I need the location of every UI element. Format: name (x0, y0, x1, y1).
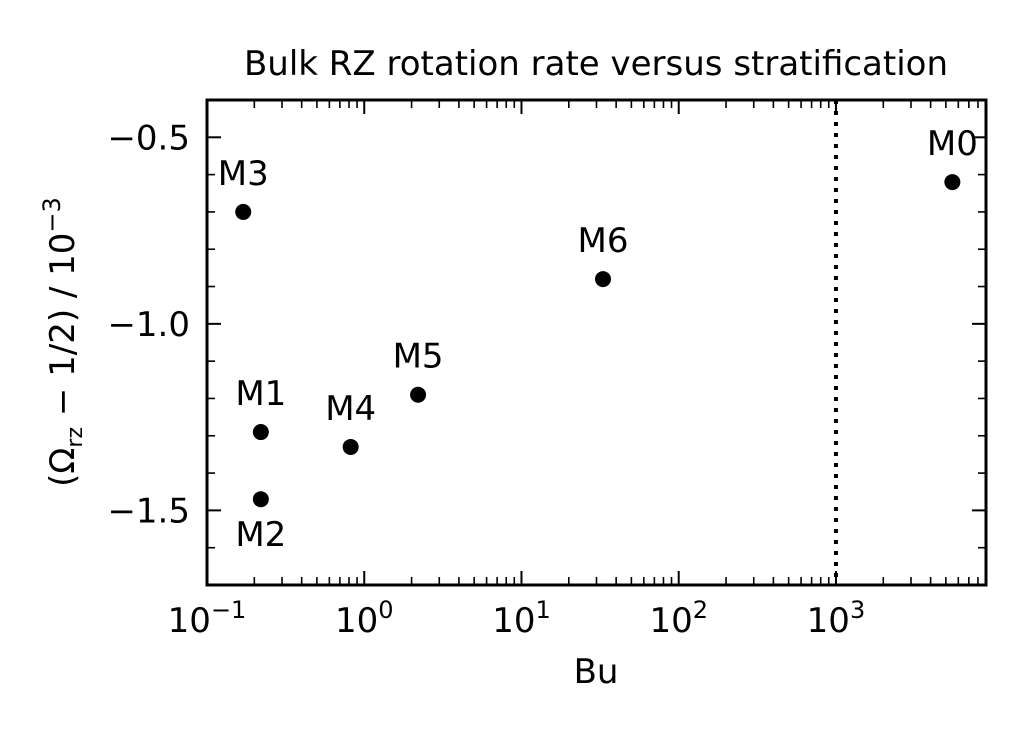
y-axis-label: (Ωrz − 1/2) / 10−3 (38, 197, 88, 487)
x-tick-label: 10−1 (168, 596, 247, 641)
data-point-m2 (252, 491, 269, 508)
y-tick-label: −1.0 (107, 305, 190, 345)
x-tick-label: 103 (807, 596, 866, 641)
point-label-m3: M3 (218, 154, 269, 194)
point-label-m2: M2 (235, 515, 286, 555)
plot-frame (205, 98, 988, 587)
y-label-superscript: −3 (38, 197, 66, 232)
data-point-m3 (235, 203, 252, 220)
x-tick-label: 100 (335, 596, 394, 641)
data-point-m1 (252, 424, 269, 441)
y-label-suffix: − 1/2) / 10 (43, 233, 83, 427)
data-point-m5 (410, 386, 427, 403)
x-tick-label: 102 (649, 596, 708, 641)
chart-title: Bulk RZ rotation rate versus stratificat… (244, 44, 948, 84)
point-label-m1: M1 (235, 374, 286, 414)
point-label-m5: M5 (393, 337, 444, 377)
data-point-m0 (944, 174, 961, 191)
data-point-m6 (595, 271, 612, 288)
data-points: M0 M1 M2 M3 M4 M5 M6 (218, 124, 978, 555)
x-tick-label: 101 (492, 596, 551, 641)
point-label-m0: M0 (927, 124, 978, 164)
y-tick-label: −0.5 (107, 118, 190, 158)
x-axis-label: Bu (574, 652, 619, 692)
data-point-m4 (342, 438, 359, 455)
point-label-m6: M6 (578, 221, 629, 261)
y-tick-label: −1.5 (107, 491, 190, 531)
y-label-prefix: (Ω (43, 448, 83, 487)
point-label-m4: M4 (325, 389, 376, 429)
y-label-subscript: rz (63, 427, 88, 448)
